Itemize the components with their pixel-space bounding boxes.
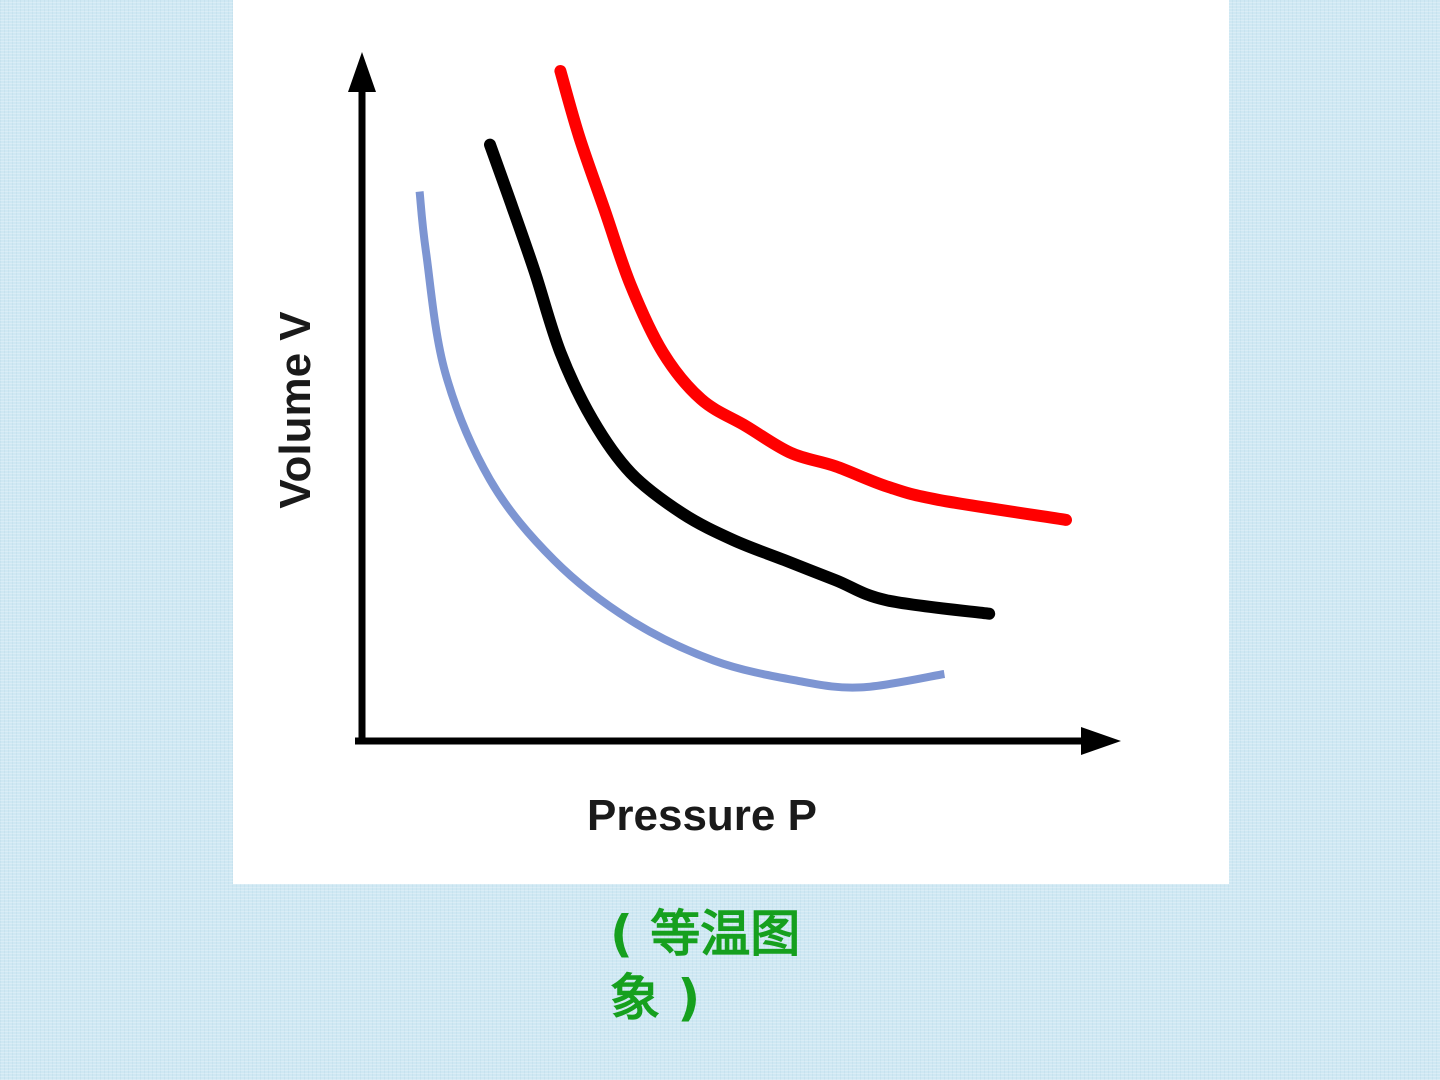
y-axis-title: Volume V bbox=[271, 311, 320, 509]
isotherm-curve-3 bbox=[554, 65, 1072, 526]
isotherm-curve-2 bbox=[484, 138, 996, 620]
chart-canvas: Pressure P Volume V bbox=[271, 52, 1121, 840]
chart-axes bbox=[348, 52, 1121, 755]
x-axis-arrow bbox=[1081, 727, 1121, 755]
figure-caption: ( 等温图象 ) bbox=[610, 905, 801, 1027]
isotherm-curve-1 bbox=[415, 191, 946, 692]
isotherm-chart: Pressure P Volume V bbox=[233, 0, 1229, 884]
isotherm-curves bbox=[415, 65, 1072, 692]
y-axis-arrow bbox=[348, 52, 376, 92]
x-axis-title: Pressure P bbox=[587, 791, 817, 840]
